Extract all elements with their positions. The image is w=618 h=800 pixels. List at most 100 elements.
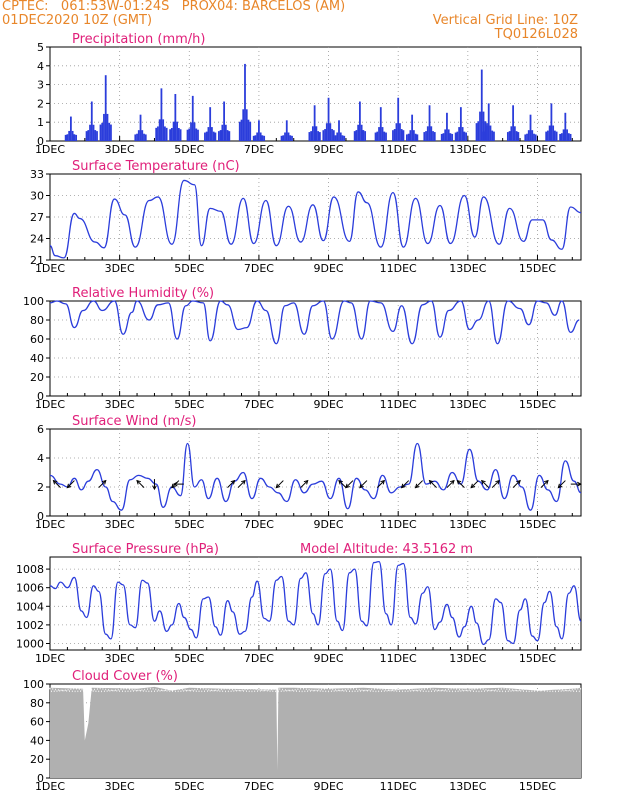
precip-bar: [362, 130, 365, 141]
precip-bar: [339, 132, 342, 141]
x-tick-label: 9DEC: [314, 652, 344, 665]
precip-bar: [223, 101, 225, 141]
precip-bar: [242, 109, 245, 141]
precip-bar: [526, 133, 528, 141]
precip-bar: [374, 132, 377, 141]
precip-bar: [341, 135, 344, 141]
precip-bar: [446, 112, 448, 141]
precip-bar: [103, 113, 105, 141]
precip-bar: [479, 111, 481, 141]
precip-bar: [397, 97, 400, 141]
precip-bar: [214, 132, 217, 141]
panel-frame: [49, 173, 582, 261]
wind-arrow-head: [101, 479, 107, 485]
series-line: [49, 560, 582, 646]
wind-arrow-head: [66, 483, 72, 489]
y-tick-label: 1004: [16, 600, 44, 613]
precip-bar: [247, 119, 250, 141]
x-tick-label: 5DEC: [174, 262, 204, 275]
precip-bar: [249, 121, 252, 141]
precip-bar: [451, 133, 454, 141]
precip-bar: [491, 130, 494, 141]
precip-bar: [160, 88, 163, 141]
precip-bar: [96, 131, 98, 141]
wind-arrow-head: [136, 479, 141, 485]
precip-bar: [137, 130, 140, 141]
precip-bar: [205, 131, 208, 141]
y-tick-label: 60: [30, 716, 44, 729]
precip-bar: [211, 127, 213, 141]
precip-bar: [425, 131, 427, 141]
y-tick-label: 60: [30, 333, 44, 346]
x-tick-label: 7DEC: [244, 262, 274, 275]
wind-arrow: [456, 480, 465, 488]
precip-bar: [480, 69, 483, 141]
x-tick-label: 11DEC: [380, 398, 417, 411]
precip-bar: [409, 130, 412, 141]
header-date: 01DEC2020 10Z (GMT): [2, 13, 153, 28]
precip-bar: [465, 132, 467, 141]
precip-bar: [311, 126, 314, 141]
panel-frame: [49, 300, 582, 397]
precip-bar: [378, 127, 380, 141]
wind-arrow: [470, 480, 479, 488]
precip-bar: [338, 120, 340, 141]
precip-bar: [310, 131, 313, 141]
x-tick-label: 13DEC: [449, 518, 486, 531]
x-tick-label: 5DEC: [174, 518, 204, 531]
precip-bar: [244, 63, 246, 141]
x-tick-label: 15DEC: [519, 262, 556, 275]
precip-bar: [559, 133, 562, 141]
y-tick-label: 1002: [16, 619, 44, 632]
wind-arrow-head: [456, 479, 462, 485]
precip-bar: [170, 128, 173, 141]
wind-arrow: [136, 480, 145, 488]
precip-bar: [355, 130, 358, 141]
precip-bar: [482, 131, 485, 141]
wind-arrow: [557, 480, 566, 488]
precip-bar: [399, 123, 401, 141]
precip-bar: [360, 124, 363, 141]
precip-bar: [385, 132, 387, 141]
precip-bar: [459, 107, 462, 141]
precip-bar: [334, 135, 337, 141]
wind-arrow: [481, 480, 490, 488]
precip-bar: [106, 113, 109, 141]
precip-bar: [240, 119, 243, 141]
wind-arrow-head: [345, 483, 350, 489]
precip-bar: [534, 134, 537, 141]
precip-bar: [258, 120, 260, 141]
precip-bar: [414, 133, 417, 141]
precip-bar: [245, 109, 248, 141]
precip-bar: [101, 122, 104, 141]
x-tick-label: 13DEC: [449, 143, 486, 156]
x-tick-label: 13DEC: [449, 262, 486, 275]
precip-bar: [64, 134, 67, 141]
wind-arrow-head: [543, 479, 549, 485]
precip-bar: [197, 129, 199, 141]
precip-bar: [393, 129, 396, 141]
precip-bar: [87, 130, 90, 141]
x-tick-label: 5DEC: [174, 143, 204, 156]
panel-frame: [49, 428, 582, 517]
precip-bar: [172, 121, 175, 141]
precip-bar: [454, 132, 457, 141]
x-tick-label: 13DEC: [449, 652, 486, 665]
precip-bar: [440, 133, 443, 141]
precip-bar: [383, 131, 386, 141]
x-tick-label: 9DEC: [314, 518, 344, 531]
y-tick-label: 2: [37, 97, 44, 110]
precip-bar: [224, 124, 227, 141]
precip-bar: [169, 129, 172, 141]
wind-arrow-head: [428, 479, 434, 485]
x-tick-label: 5DEC: [174, 780, 204, 793]
precip-bar: [164, 126, 166, 141]
precip-bar: [510, 126, 513, 141]
x-tick-label: 1DEC: [35, 652, 65, 665]
precip-bar: [179, 129, 182, 141]
wind-arrow-head: [495, 479, 500, 485]
wind-arrow: [429, 480, 437, 488]
precip-bar: [444, 129, 447, 141]
series-line: [49, 300, 580, 345]
